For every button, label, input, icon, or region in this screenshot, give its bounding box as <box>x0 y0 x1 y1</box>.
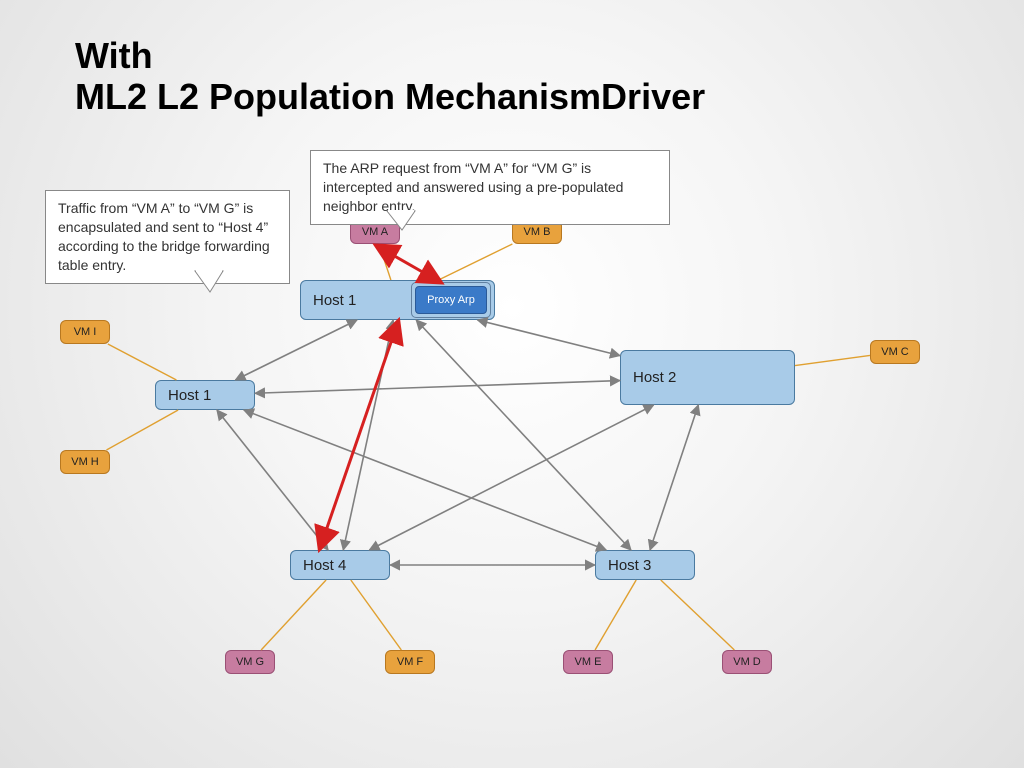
vm-vm_f: VM F <box>385 650 435 674</box>
host-h3: Host 3 <box>595 550 695 580</box>
host-h2: Host 2 <box>620 350 795 405</box>
page-title: With ML2 L2 Population MechanismDriver <box>75 35 705 118</box>
host-h1_left: Host 1 <box>155 380 255 410</box>
vm-vm_c: VM C <box>870 340 920 364</box>
vm-vm_d: VM D <box>722 650 772 674</box>
vm-vm_e: VM E <box>563 650 613 674</box>
vm-vm_h: VM H <box>60 450 110 474</box>
title-line1: With <box>75 35 153 76</box>
host-h4: Host 4 <box>290 550 390 580</box>
title-line2: ML2 L2 Population MechanismDriver <box>75 76 705 117</box>
vm-vm_g: VM G <box>225 650 275 674</box>
